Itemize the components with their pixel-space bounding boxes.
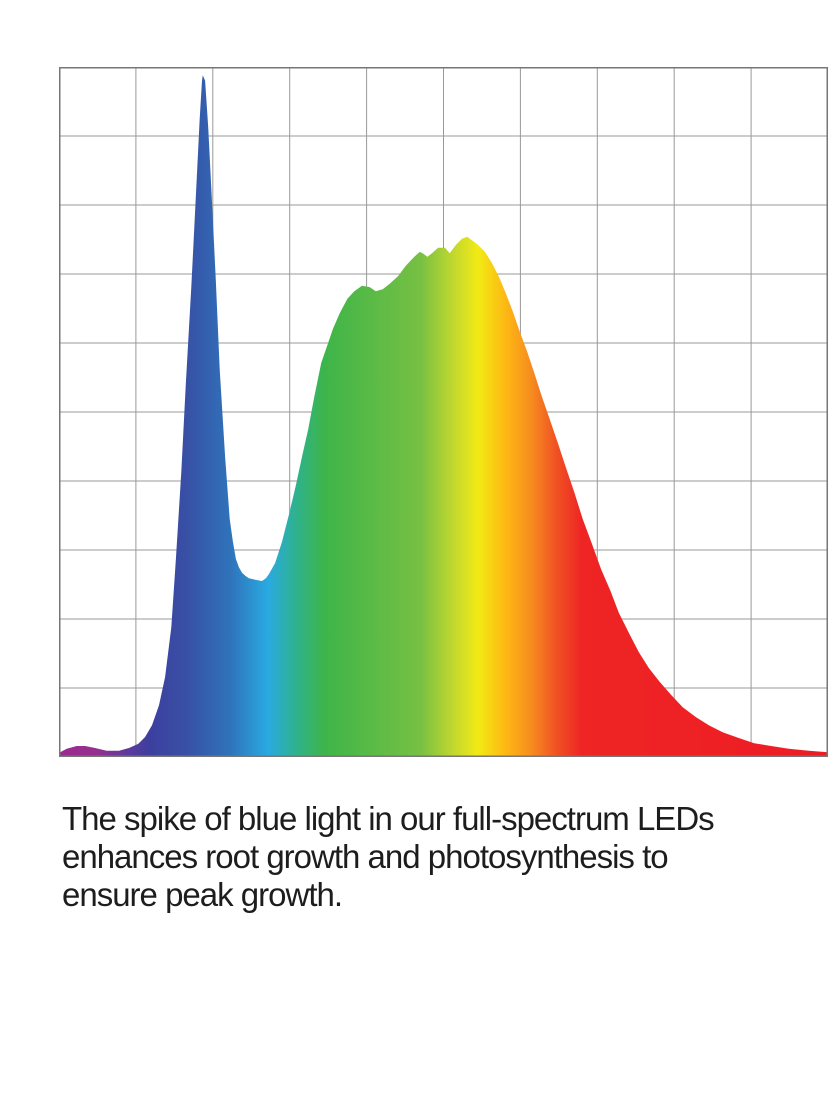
chart-border [59,67,828,757]
spectrum-area [59,75,828,757]
caption: The spike of blue light in our full-spec… [62,800,802,914]
caption-line-1: The spike of blue light in our full-spec… [62,800,715,837]
caption-line-2: enhances root growth and photosynthesis … [62,838,669,875]
caption-line-3: ensure peak growth. [62,876,343,913]
spectrum-chart [59,67,828,757]
spectrum-chart-svg [59,67,828,757]
